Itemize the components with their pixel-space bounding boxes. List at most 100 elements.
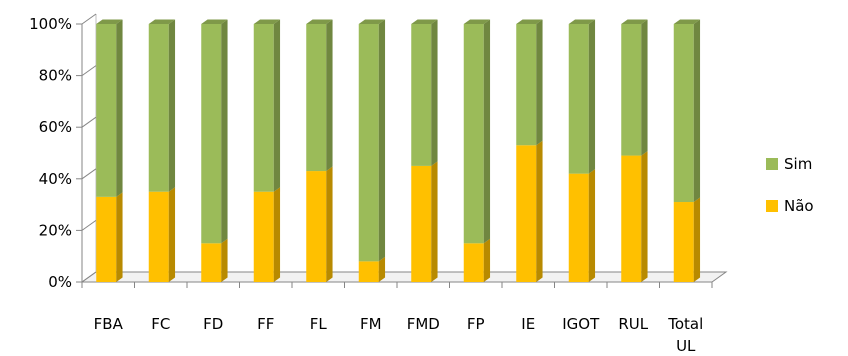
bar-nao-side	[116, 192, 123, 282]
bar-sim-front	[96, 24, 117, 197]
bar-sim-front	[516, 24, 537, 146]
bar-sim-front	[306, 24, 327, 172]
bar-nao	[358, 256, 386, 282]
bar-sim-side	[693, 19, 701, 203]
bar-nao	[621, 151, 648, 282]
bar-sim-side	[588, 19, 596, 174]
y-tick-label: 100%	[29, 15, 72, 33]
bar-sim-side	[273, 19, 281, 192]
bar-sim	[96, 19, 123, 197]
chart-legend: Sim Não	[766, 155, 814, 215]
x-tick-label: FMD	[407, 315, 440, 333]
bar-sim-front	[201, 24, 222, 244]
y-tick-label: 80%	[39, 67, 72, 85]
bar-sim-front	[568, 24, 589, 174]
bar-nao	[463, 238, 491, 282]
y-tick-depth-line	[81, 219, 97, 231]
bar-nao-front	[411, 165, 432, 282]
bar-nao-side	[378, 256, 386, 282]
y-tick-depth-line	[81, 65, 97, 77]
bar-nao-side	[221, 238, 228, 282]
x-tick-label: FM	[360, 315, 382, 333]
bar-top	[253, 19, 281, 24]
bar-nao	[673, 197, 701, 282]
bar-nao-side	[693, 197, 701, 282]
bar-nao-front	[568, 173, 589, 282]
bar-nao-side	[483, 238, 491, 282]
bar-sim-side	[326, 19, 333, 172]
bar-nao	[306, 166, 333, 282]
bar-sim-side	[168, 19, 176, 192]
bar-nao-side	[588, 169, 596, 282]
legend-label: Não	[784, 197, 814, 215]
bar-sim-side	[221, 19, 228, 244]
bar-sim-side	[536, 19, 543, 146]
bar-top	[96, 19, 123, 24]
bar-nao-front	[463, 243, 484, 282]
x-tick-label: FD	[203, 315, 223, 333]
bar-sim	[621, 19, 648, 156]
legend-label: Sim	[784, 155, 812, 173]
x-tick-label: UL	[676, 337, 696, 355]
bar-sim-front	[253, 24, 274, 192]
x-tick-label: RUL	[618, 315, 648, 333]
x-tick-label: FL	[310, 315, 328, 333]
bar-sim	[411, 19, 438, 166]
bar-sim	[201, 19, 228, 244]
y-tick-depth-line	[81, 271, 97, 283]
bar-sim-side	[116, 19, 123, 197]
y-tick-label: 20%	[39, 221, 72, 239]
bar-top	[411, 19, 438, 24]
legend-swatch	[766, 200, 778, 212]
bar-nao-front	[673, 202, 694, 282]
bar-nao	[148, 187, 176, 282]
bar-sim	[516, 19, 543, 146]
bar-nao-front	[306, 171, 327, 282]
bar-sim-side	[431, 19, 438, 166]
y-tick-label: 40%	[39, 170, 72, 188]
bar-nao-side	[536, 140, 543, 282]
x-tick-label: IGOT	[562, 315, 600, 333]
y-tick-label: 60%	[39, 118, 72, 136]
bar-nao	[568, 169, 596, 282]
bar-sim-front	[673, 24, 694, 203]
bar-sim-front	[621, 24, 642, 156]
bar-nao-front	[253, 191, 274, 282]
x-tick-label: Total	[667, 315, 703, 333]
bar-nao-side	[326, 166, 333, 282]
chart-bars	[96, 19, 701, 282]
bar-nao-side	[431, 161, 438, 282]
y-tick-depth-line	[81, 168, 97, 180]
bar-sim	[148, 19, 176, 192]
bar-sim	[253, 19, 281, 192]
x-axis-labels: FBA FC FD FF FL FM FMD FP IE IGOT RUL Total UL	[81, 282, 713, 355]
bar-sim-side	[378, 19, 386, 262]
bar-top	[201, 19, 228, 24]
bar-top	[516, 19, 543, 24]
bar-nao	[516, 140, 543, 282]
bar-top	[306, 19, 333, 24]
x-tick-label: IE	[521, 315, 535, 333]
bar-nao	[96, 192, 123, 282]
bar-nao	[201, 238, 228, 282]
bar-top	[621, 19, 648, 24]
bar-nao	[253, 187, 281, 282]
bar-sim	[673, 19, 701, 203]
bar-nao-front	[201, 243, 222, 282]
bar-top	[148, 19, 176, 24]
bar-nao-front	[148, 191, 169, 282]
y-axis-ticks: 0% 20% 40% 60% 80% 100%	[29, 13, 97, 291]
bar-sim	[358, 19, 386, 262]
x-tick-label: FC	[151, 315, 170, 333]
bar-top	[358, 19, 386, 24]
x-tick-label: FBA	[94, 315, 124, 333]
bar-top	[673, 19, 701, 24]
bar-nao-side	[168, 187, 176, 282]
x-tick-label: FF	[257, 315, 274, 333]
bar-sim-front	[411, 24, 432, 166]
bar-sim-front	[358, 24, 379, 262]
bar-nao-side	[641, 151, 648, 282]
bar-sim-front	[463, 24, 484, 244]
bar-nao-front	[621, 155, 642, 282]
